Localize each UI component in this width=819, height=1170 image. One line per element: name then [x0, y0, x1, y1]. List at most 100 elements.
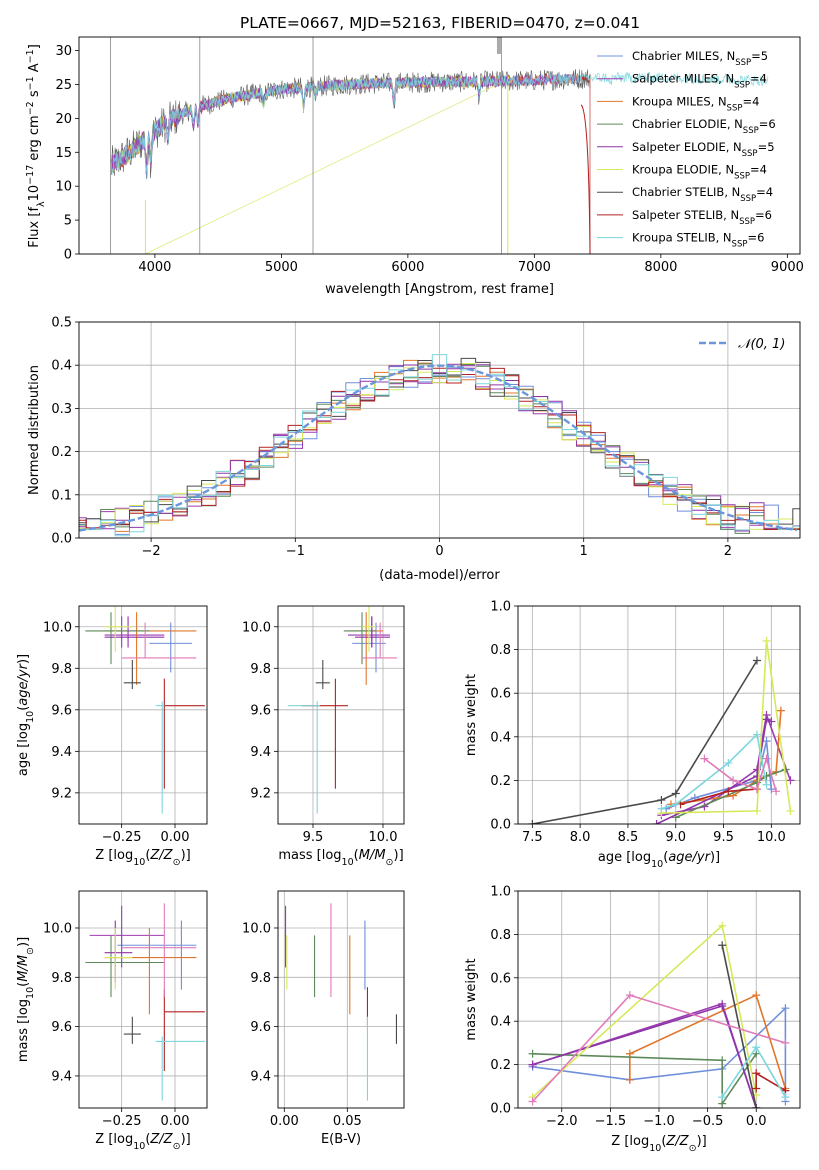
y-tick-label: 10.0 [242, 921, 271, 936]
weight-marker [772, 787, 781, 796]
legend-label-sub: SSP [739, 217, 755, 227]
mass-vs-metallicity-panel: −0.25 0.009.49.69.810.0Z [log10(Z/Z⊙)]mas… [16, 890, 208, 1152]
x-tick-label: 9.5 [303, 830, 324, 845]
legend-label-value: =4 [750, 72, 767, 86]
y-tick-label: 9.4 [51, 745, 72, 760]
axes-frame [78, 890, 208, 1109]
legend-label: Kroupa MILES, NSSP=4 [632, 94, 759, 113]
label-part: )] [16, 654, 31, 664]
x-tick-label: 10.0 [757, 830, 786, 845]
weight-marker [781, 1093, 790, 1102]
x-tick-label: 0.05 [333, 1114, 362, 1129]
x-tick-label: 9.5 [713, 830, 734, 845]
label-part: s [27, 90, 42, 101]
legend-label-value: =6 [759, 117, 776, 131]
legend-label-sub: SSP [734, 172, 750, 182]
label-part: )] [16, 937, 31, 947]
legend-label-value: =4 [750, 163, 767, 177]
legend-label: Kroupa ELODIE, NSSP=4 [632, 163, 767, 182]
x-axis-label: age [log10(age/yr)] [598, 850, 720, 870]
weight-marker [625, 991, 634, 1000]
weight-marker [767, 717, 776, 726]
age-vs-metallicity-panel: −0.25 0.009.29.49.69.810.0Z [log10(Z/Z⊙)]… [16, 605, 208, 868]
x-tick-label: 7000 [518, 260, 551, 275]
label-part: age/yr [16, 662, 31, 705]
weight-line [628, 994, 787, 1089]
x-tick-label: −2.0 [546, 1114, 578, 1129]
y-tick-label: 0.0 [51, 532, 72, 547]
weight-line [661, 640, 792, 814]
weight-marker [718, 1002, 727, 1011]
legend-label-value: =6 [755, 208, 772, 222]
label-part: 10 [649, 1143, 661, 1154]
legend-label-sub: SSP [734, 81, 750, 91]
legend-label-sub: SSP [743, 126, 759, 136]
y-axis-label: mass weight [464, 674, 479, 756]
x-tick-label: 0.00 [161, 830, 190, 845]
legend-label-name: Chabrier STELIB, N [632, 185, 740, 199]
weight-marker [776, 706, 785, 715]
y-tick-label: 0.2 [490, 774, 511, 789]
y-tick-label: 15 [55, 146, 72, 161]
x-tick-label: 7.5 [522, 830, 543, 845]
label-part: E(B-V) [321, 1132, 361, 1147]
label-part: Z [log [95, 848, 133, 863]
x-tick-label: 0.00 [270, 1114, 299, 1129]
weight-marker [625, 1075, 634, 1084]
label-part: )] [710, 850, 720, 865]
plot-area [528, 636, 795, 824]
weight-marker [718, 1093, 727, 1102]
weight-marker [724, 787, 733, 796]
label-part: Z/Z [149, 848, 173, 863]
x-tick-label: −1.0 [643, 1114, 675, 1129]
y-tick-label: 0.2 [490, 1058, 511, 1073]
label-part: )] [181, 848, 191, 863]
axes-frame [78, 36, 801, 255]
x-tick-label: −0.25 [102, 830, 142, 845]
x-axis-label: wavelength [Angstrom, rest frame] [325, 282, 554, 297]
legend-label: Chabrier STELIB, NSSP=4 [632, 185, 773, 204]
weight-marker [528, 1049, 537, 1058]
y-tick-label: 0.6 [490, 687, 511, 702]
legend-label-sub: SSP [732, 240, 748, 250]
label-part: erg cm [27, 115, 42, 164]
y-tick-label: 10.0 [43, 921, 72, 936]
label-part: )] [697, 1134, 707, 1149]
y-tick-label: 0.8 [490, 643, 511, 658]
label-part: ( [16, 982, 31, 987]
y-axis-label: mass [log10(M/M⊙)] [16, 937, 36, 1062]
spectrum-panel: 4000 5000 6000 7000 8000 9000 0 5 10 15 20 25 30 Chab… [25, 36, 804, 297]
y-tick-label: 9.6 [51, 1020, 72, 1035]
age-vs-mass-panel: 9.5 10.0 9.2 9.4 9.6 9.8 10.0 mass [log10(M/M⊙)… [242, 605, 405, 868]
plot-area [528, 921, 790, 1108]
y-axis-label: Flux [fλ10−17 erg cm−2 s−1 A−1] [25, 44, 47, 248]
weight-marker [718, 921, 727, 930]
label-part: 10 [133, 1141, 145, 1152]
weight-marker [786, 776, 795, 785]
legend-label-name: Salpeter MILES, N [632, 72, 734, 86]
plot-area [85, 606, 205, 814]
axes-frame [78, 605, 208, 825]
plot-area [85, 903, 205, 1101]
legend-label: Salpeter MILES, NSSP=4 [632, 72, 767, 91]
y-tick-label: 9.2 [250, 786, 271, 801]
y-tick-label: 10.0 [43, 620, 72, 635]
label-part: )] [181, 1132, 191, 1147]
label-part: Z [log [611, 1134, 649, 1149]
y-tick-label: 0.2 [51, 445, 72, 460]
weight-marker [762, 715, 771, 724]
y-tick-label: 0.0 [490, 818, 511, 833]
y-tick-label: 10.0 [242, 620, 271, 635]
x-tick-label: 8.5 [618, 830, 639, 845]
weight-marker [752, 730, 761, 739]
spectrum-dropout [580, 104, 591, 254]
label-part: −2 [25, 101, 36, 115]
label-part: ] [27, 44, 42, 49]
weight-marker [752, 1084, 761, 1093]
y-tick-label: 20 [55, 112, 72, 127]
label-part: mass [log [16, 999, 31, 1062]
histogram-step [79, 357, 800, 530]
x-axis-label: mass [log10(M/M⊙)] [278, 848, 403, 868]
label-part: −1 [25, 76, 36, 90]
